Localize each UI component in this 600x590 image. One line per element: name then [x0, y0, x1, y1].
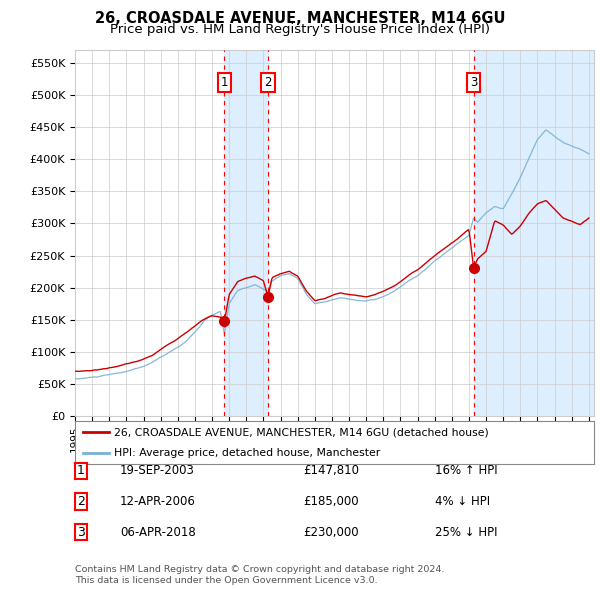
Text: 06-APR-2018: 06-APR-2018 [120, 526, 196, 539]
Text: £185,000: £185,000 [303, 495, 359, 508]
Text: 4% ↓ HPI: 4% ↓ HPI [435, 495, 490, 508]
Text: This data is licensed under the Open Government Licence v3.0.: This data is licensed under the Open Gov… [75, 576, 377, 585]
Text: 12-APR-2006: 12-APR-2006 [120, 495, 196, 508]
Bar [473, 50, 600, 416]
Text: HPI: Average price, detached house, Manchester: HPI: Average price, detached house, Manc… [114, 448, 380, 458]
Text: 2: 2 [264, 76, 272, 88]
Text: £230,000: £230,000 [303, 526, 359, 539]
Text: 3: 3 [77, 526, 85, 539]
Bar [224, 50, 268, 416]
Text: 26, CROASDALE AVENUE, MANCHESTER, M14 6GU (detached house): 26, CROASDALE AVENUE, MANCHESTER, M14 6G… [114, 428, 488, 437]
Text: 1: 1 [77, 464, 85, 477]
Text: 19-SEP-2003: 19-SEP-2003 [120, 464, 195, 477]
Text: 2: 2 [77, 495, 85, 508]
Text: Price paid vs. HM Land Registry's House Price Index (HPI): Price paid vs. HM Land Registry's House … [110, 23, 490, 36]
Text: 26, CROASDALE AVENUE, MANCHESTER, M14 6GU: 26, CROASDALE AVENUE, MANCHESTER, M14 6G… [95, 11, 505, 25]
Text: 1: 1 [221, 76, 228, 88]
Text: Contains HM Land Registry data © Crown copyright and database right 2024.: Contains HM Land Registry data © Crown c… [75, 565, 445, 574]
Text: 3: 3 [470, 76, 477, 88]
Text: £147,810: £147,810 [303, 464, 359, 477]
Text: 25% ↓ HPI: 25% ↓ HPI [435, 526, 497, 539]
Text: 16% ↑ HPI: 16% ↑ HPI [435, 464, 497, 477]
